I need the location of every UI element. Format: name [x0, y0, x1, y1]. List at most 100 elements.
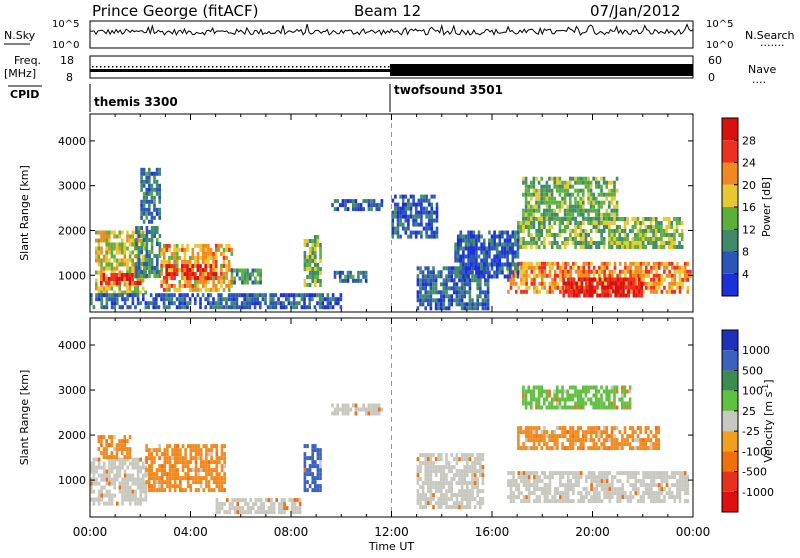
power-echo-cell	[585, 282, 588, 286]
velocity-echo-cell	[579, 402, 582, 406]
power-echo-cell	[577, 209, 580, 213]
power-echo-cell	[514, 243, 517, 247]
power-echo-cell	[533, 225, 536, 229]
power-echo-cell	[317, 243, 320, 247]
velocity-echo-cell	[482, 453, 485, 457]
velocity-echo-cell	[153, 456, 156, 460]
velocity-echo-cell	[283, 498, 286, 502]
power-echo-cell	[418, 199, 421, 203]
power-echo-cell	[601, 294, 604, 298]
velocity-echo-cell	[121, 498, 124, 502]
power-echo-cell	[210, 248, 213, 252]
power-echo-cell	[150, 293, 153, 297]
power-echo-cell	[129, 277, 132, 281]
power-echo-cell	[556, 241, 559, 245]
power-echo-cell	[620, 282, 623, 286]
power-echo-cell	[105, 259, 108, 263]
power-echo-cell	[430, 282, 433, 286]
power-echo-cell	[108, 247, 111, 251]
power-echo-cell	[499, 267, 502, 271]
power-echo-cell	[131, 251, 134, 255]
station-title: Prince George (fitACF)	[92, 2, 258, 20]
velocity-echo-cell	[118, 443, 121, 447]
velocity-echo-cell	[626, 406, 629, 410]
power-echo-cell	[428, 223, 431, 227]
power-echo-cell	[658, 221, 661, 225]
velocity-echo-cell	[221, 444, 224, 448]
velocity-echo-cell	[549, 471, 552, 475]
power-echo-cell	[445, 286, 448, 290]
power-echo-cell	[621, 241, 624, 245]
power-echo-cell	[282, 301, 285, 305]
velocity-echo-cell	[95, 458, 98, 462]
power-echo-cell	[548, 205, 551, 209]
velocity-echo-cell	[632, 495, 635, 499]
power-echo-cell	[585, 274, 588, 278]
velocity-echo-cell	[595, 398, 598, 402]
power-echo-cell	[475, 267, 478, 271]
power-echo-cell	[246, 281, 249, 285]
power-echo-cell	[655, 241, 658, 245]
power-echo-cell	[580, 225, 583, 229]
velocity-echo-cell	[598, 471, 601, 475]
velocity-echo-cell	[684, 479, 687, 483]
velocity-echo-cell	[119, 486, 122, 490]
power-echo-cell	[103, 277, 106, 281]
velocity-echo-cell	[195, 452, 198, 456]
power-echo-cell	[360, 279, 363, 283]
power-echo-cell	[588, 278, 591, 282]
velocity-echo-cell	[559, 479, 562, 483]
velocity-echo-cell	[466, 501, 469, 505]
power-echo-cell	[499, 255, 502, 259]
power-echo-cell	[135, 230, 138, 234]
power-echo-cell	[186, 280, 189, 284]
velocity-echo-cell	[113, 435, 116, 439]
power-echo-cell	[148, 274, 151, 278]
power-echo-cell	[194, 284, 197, 288]
velocity-echo-cell	[647, 438, 650, 442]
velocity-echo-cell	[531, 491, 534, 495]
velocity-echo-cell	[260, 502, 263, 506]
power-echo-cell	[123, 277, 126, 281]
power-echo-cell	[139, 281, 142, 285]
velocity-echo-cell	[419, 493, 422, 497]
power-echo-cell	[306, 283, 309, 287]
velocity-echo-cell	[164, 460, 167, 464]
power-echo-cell	[319, 247, 322, 251]
power-ytick-label: 2000	[58, 224, 86, 237]
velocity-echo-cell	[570, 499, 573, 503]
power-echo-cell	[582, 233, 585, 237]
power-echo-cell	[463, 306, 466, 310]
power-echo-cell	[689, 274, 692, 278]
velocity-echo-cell	[469, 497, 472, 501]
power-echo-cell	[113, 267, 116, 271]
velocity-echo-cell	[593, 446, 596, 450]
power-echo-cell	[121, 273, 124, 277]
power-echo-cell	[585, 185, 588, 189]
power-echo-cell	[277, 301, 280, 305]
time-tick-label: 12:00	[374, 525, 409, 539]
velocity-echo-cell	[182, 456, 185, 460]
power-echo-cell	[566, 189, 569, 193]
power-echo-cell	[645, 229, 648, 233]
power-echo-cell	[148, 188, 151, 192]
power-echo-cell	[269, 293, 272, 297]
velocity-echo-cell	[548, 446, 551, 450]
velocity-echo-cell	[151, 464, 154, 468]
velocity-echo-cell	[540, 386, 543, 390]
power-echo-cell	[218, 288, 221, 292]
power-echo-cell	[215, 288, 218, 292]
power-echo-cell	[655, 290, 658, 294]
power-echo-cell	[168, 244, 171, 248]
velocity-echo-cell	[375, 408, 378, 412]
velocity-echo-cell	[111, 451, 114, 455]
velocity-echo-cell	[674, 499, 677, 503]
power-echo-cell	[142, 297, 145, 301]
velocity-echo-cell	[605, 390, 608, 394]
velocity-echo-cell	[317, 476, 320, 480]
power-echo-cell	[458, 290, 461, 294]
velocity-echo-cell	[177, 456, 180, 460]
power-echo-cell	[488, 263, 491, 267]
power-echo-cell	[135, 274, 138, 278]
velocity-echo-cell	[169, 484, 172, 488]
